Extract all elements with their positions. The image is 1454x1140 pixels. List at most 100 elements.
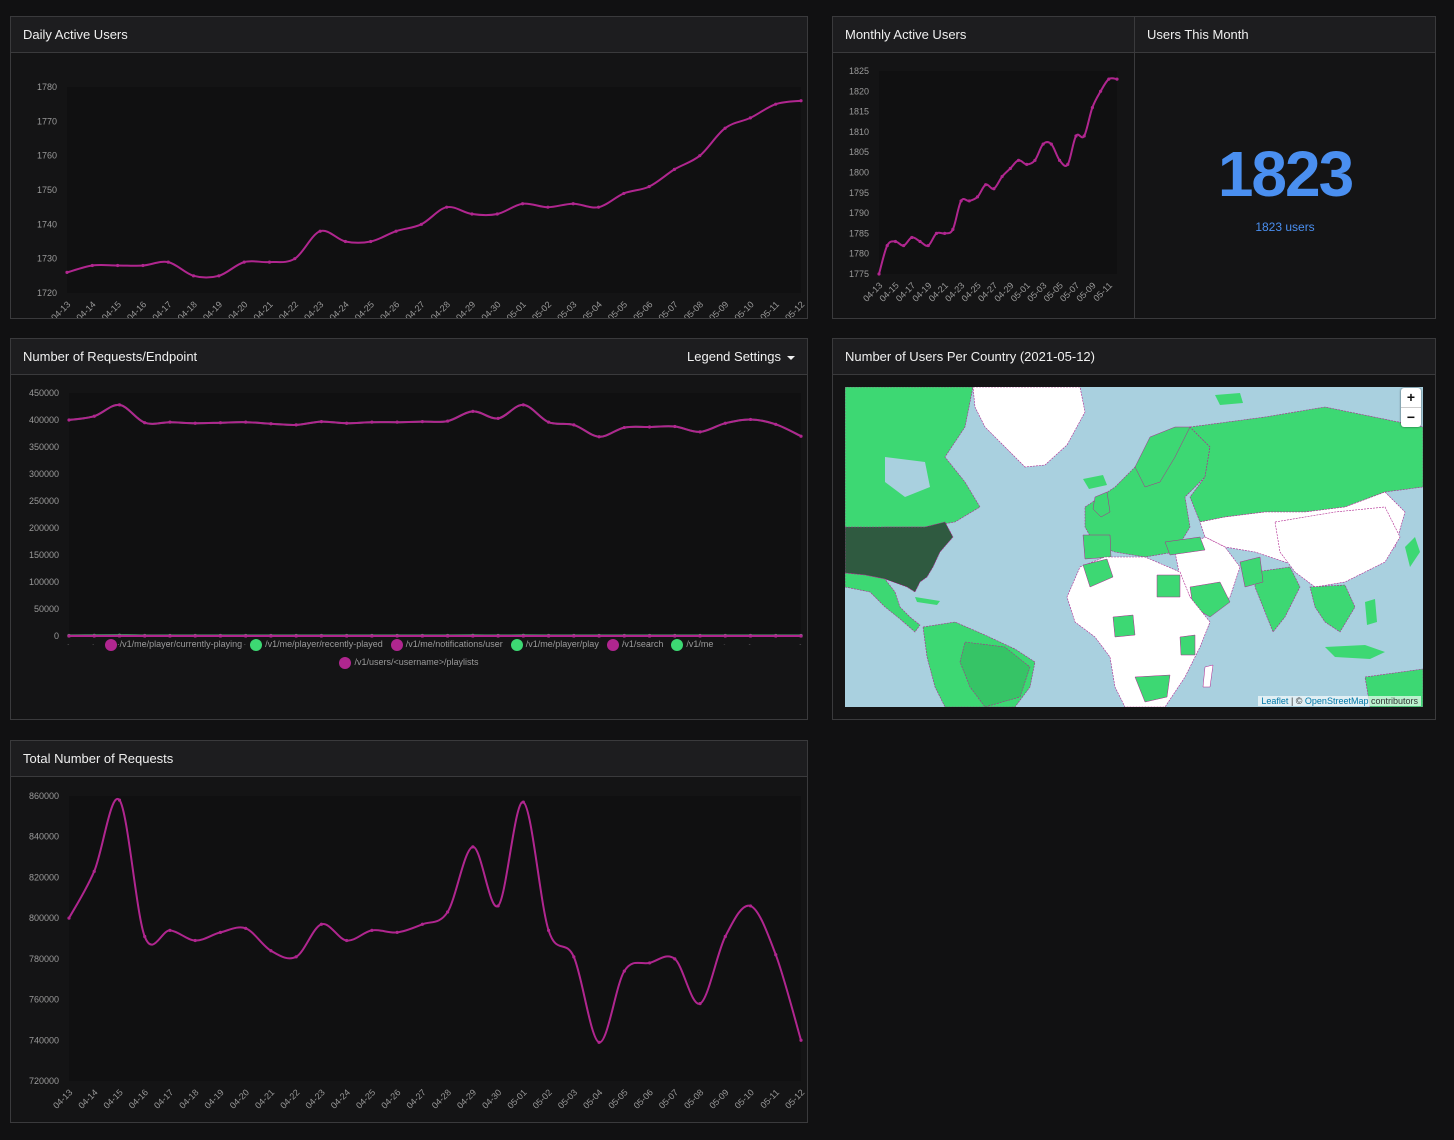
req-data-point[interactable] xyxy=(647,634,652,638)
legend-settings-dropdown[interactable]: Legend Settings xyxy=(687,339,795,375)
dau-data-point[interactable] xyxy=(242,260,246,264)
req-data-point[interactable] xyxy=(496,416,500,420)
total-data-point[interactable] xyxy=(67,916,71,920)
dau-data-point[interactable] xyxy=(217,274,221,278)
total-data-point[interactable] xyxy=(698,1002,702,1006)
mau-data-point[interactable] xyxy=(910,235,914,240)
total-data-point[interactable] xyxy=(471,845,475,849)
map-iceland[interactable] xyxy=(1083,475,1107,489)
req-data-point[interactable] xyxy=(193,634,197,638)
mau-data-point[interactable] xyxy=(1090,105,1094,110)
req-data-point[interactable] xyxy=(143,634,147,638)
total-data-point[interactable] xyxy=(774,953,778,957)
map-usa[interactable] xyxy=(845,521,954,593)
total-data-point[interactable] xyxy=(345,938,349,943)
map-indonesia[interactable] xyxy=(1325,645,1385,659)
total-data-point[interactable] xyxy=(496,904,500,908)
dau-data-point[interactable] xyxy=(343,239,348,244)
req-data-point[interactable] xyxy=(572,423,576,427)
mau-data-point[interactable] xyxy=(1115,77,1119,81)
mau-data-point[interactable] xyxy=(885,243,889,248)
mau-data-point[interactable] xyxy=(1025,162,1029,166)
total-data-point[interactable] xyxy=(218,930,223,934)
mau-data-point[interactable] xyxy=(1074,134,1078,138)
req-data-point[interactable] xyxy=(471,409,475,413)
req-data-point[interactable] xyxy=(622,634,626,638)
dau-data-point[interactable] xyxy=(267,260,272,264)
req-data-point[interactable] xyxy=(698,634,702,638)
req-data-point[interactable] xyxy=(521,403,525,407)
total-data-point[interactable] xyxy=(269,949,273,953)
req-data-point[interactable] xyxy=(345,421,349,425)
mau-data-point[interactable] xyxy=(1016,158,1021,162)
req-data-point[interactable] xyxy=(218,421,223,425)
total-data-point[interactable] xyxy=(673,957,677,961)
req-data-point[interactable] xyxy=(471,634,475,638)
total-data-point[interactable] xyxy=(748,904,753,908)
mau-data-point[interactable] xyxy=(893,239,898,244)
zoom-out-button[interactable]: − xyxy=(1401,407,1421,427)
mau-data-point[interactable] xyxy=(1033,158,1037,162)
req-data-point[interactable] xyxy=(698,430,702,434)
zoom-in-button[interactable]: + xyxy=(1406,389,1416,405)
req-data-point[interactable] xyxy=(774,634,778,638)
map-kenya[interactable] xyxy=(1179,634,1196,656)
map-hudson-bay[interactable] xyxy=(885,457,930,497)
req-data-point[interactable] xyxy=(193,421,197,425)
map-china[interactable] xyxy=(1274,506,1401,588)
dau-data-point[interactable] xyxy=(546,205,550,209)
req-data-point[interactable] xyxy=(395,420,399,424)
req-data-point[interactable] xyxy=(799,634,803,638)
req-data-point[interactable] xyxy=(597,634,601,638)
mau-data-point[interactable] xyxy=(1000,174,1004,179)
map-philippines[interactable] xyxy=(1365,599,1377,625)
req-data-point[interactable] xyxy=(244,634,248,638)
req-data-point[interactable] xyxy=(92,414,96,418)
req-data-point[interactable] xyxy=(723,634,727,638)
legend-item[interactable]: /v1/me/player/play xyxy=(510,635,599,653)
map-pakistan[interactable] xyxy=(1239,556,1264,588)
map-egypt[interactable] xyxy=(1156,574,1181,598)
dau-data-point[interactable] xyxy=(698,154,702,158)
req-data-point[interactable] xyxy=(92,634,96,638)
dau-data-point[interactable] xyxy=(293,257,297,261)
req-data-point[interactable] xyxy=(420,420,424,424)
dau-data-point[interactable] xyxy=(748,116,752,120)
req-data-point[interactable] xyxy=(218,634,223,638)
req-data-point[interactable] xyxy=(168,634,172,638)
dau-data-point[interactable] xyxy=(419,222,423,226)
mau-data-point[interactable] xyxy=(967,199,971,203)
dau-data-point[interactable] xyxy=(65,270,69,274)
total-data-point[interactable] xyxy=(193,938,197,943)
req-data-point[interactable] xyxy=(446,634,450,638)
total-data-point[interactable] xyxy=(92,869,96,873)
req-data-point[interactable] xyxy=(67,634,71,638)
req-data-point[interactable] xyxy=(723,421,727,425)
req-data-point[interactable] xyxy=(546,420,551,424)
dau-data-point[interactable] xyxy=(520,202,525,206)
total-data-point[interactable] xyxy=(572,955,576,959)
mau-data-point[interactable] xyxy=(1066,162,1070,166)
req-data-point[interactable] xyxy=(446,419,450,423)
req-data-point[interactable] xyxy=(117,634,122,638)
mau-data-point[interactable] xyxy=(943,231,947,235)
dau-data-point[interactable] xyxy=(116,263,120,268)
dau-data-point[interactable] xyxy=(774,102,778,106)
req-data-point[interactable] xyxy=(546,634,551,638)
dau-data-point[interactable] xyxy=(166,260,170,264)
req-data-point[interactable] xyxy=(345,634,349,638)
map-mexico[interactable] xyxy=(845,572,921,633)
dau-data-point[interactable] xyxy=(571,202,575,206)
openstreetmap-link[interactable]: OpenStreetMap xyxy=(1304,696,1369,706)
total-data-point[interactable] xyxy=(521,800,525,804)
legend-item[interactable]: /v1/users/<username>/playlists xyxy=(339,653,479,671)
req-data-point[interactable] xyxy=(294,423,298,427)
mau-data-point[interactable] xyxy=(902,243,906,248)
mau-data-point[interactable] xyxy=(975,195,980,199)
map-se-asia[interactable] xyxy=(1309,584,1356,633)
req-data-point[interactable] xyxy=(244,420,248,424)
dau-data-point[interactable] xyxy=(596,205,601,209)
req-data-point[interactable] xyxy=(799,434,803,438)
dau-data-point[interactable] xyxy=(723,126,727,130)
total-data-point[interactable] xyxy=(294,955,298,959)
